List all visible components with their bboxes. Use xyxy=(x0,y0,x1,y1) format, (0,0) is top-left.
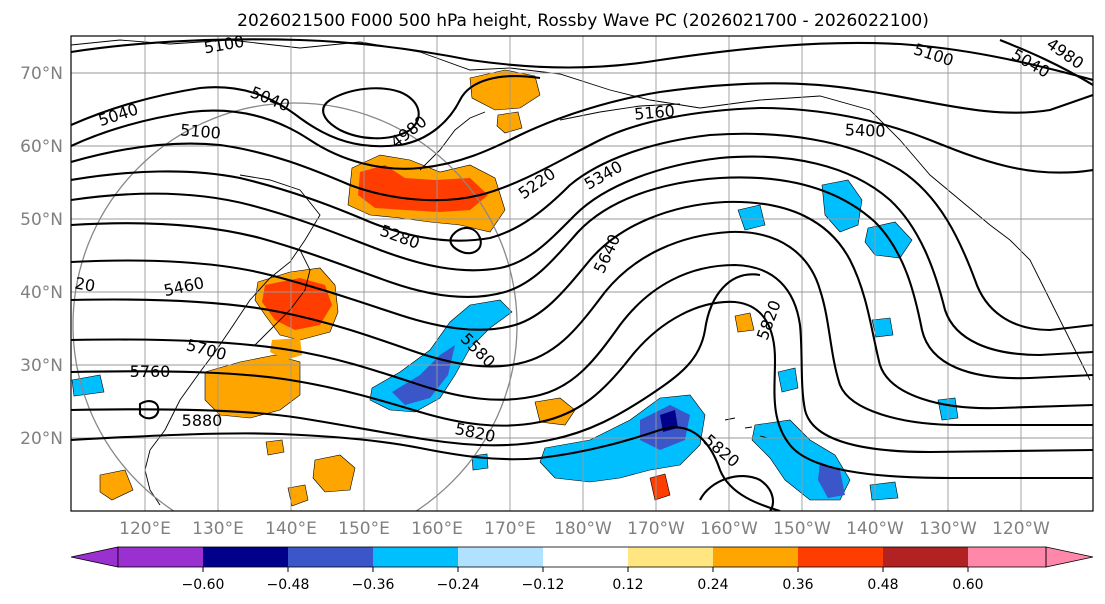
latitude-labels: 70°N 60°N 50°N 40°N 30°N 20°N xyxy=(20,64,63,449)
lon-label-130w: 130°W xyxy=(919,519,977,539)
colorbar-ticks xyxy=(202,567,969,572)
lon-label-120e: 120°E xyxy=(119,519,171,539)
lon-label-140w: 140°W xyxy=(846,519,904,539)
contour-5760 xyxy=(71,300,1093,480)
shade-positive-pacific7 xyxy=(265,439,285,456)
colorbar-bin-7 xyxy=(628,547,713,567)
contour-low-closed-2 xyxy=(449,226,482,255)
contour-low-closed-4 xyxy=(699,475,775,511)
colorbar-bin-5 xyxy=(458,547,543,567)
contour-label-14: 5880 xyxy=(182,411,223,430)
lon-label-160w: 160°W xyxy=(700,519,758,539)
coast-japan xyxy=(254,249,311,346)
lon-label-150w: 150°W xyxy=(773,519,831,539)
lat-label-20: 20°N xyxy=(20,429,63,449)
height-contours xyxy=(71,38,1093,511)
shade-positive-pacific2 xyxy=(312,454,356,493)
colorbar-bin-6 xyxy=(543,547,628,567)
contour-low-closed-1 xyxy=(322,87,420,140)
lon-label-170e: 170°E xyxy=(484,519,536,539)
colorbar-bin-9 xyxy=(798,547,883,567)
contour-5400 xyxy=(71,176,1093,380)
contour-5040-north xyxy=(999,39,1093,86)
lon-label-180w: 180°W xyxy=(554,519,612,539)
shade-positive-pacific1 xyxy=(534,397,576,426)
colorbar-tick-label-8: 0.36 xyxy=(782,577,813,593)
contour-label-23: 20 xyxy=(73,273,96,295)
colorbar-tick-label-10: 0.60 xyxy=(952,577,983,593)
colorbar-tick-label-7: 0.24 xyxy=(697,577,728,593)
lat-label-30: 30°N xyxy=(20,356,63,376)
shade-negative-ne7 xyxy=(869,481,899,501)
contour-5880 xyxy=(71,426,781,511)
map-panel: 5100 5040 5040 5100 4980 5160 5400 5220 … xyxy=(70,32,1094,512)
contour-5280 xyxy=(71,155,1093,357)
coastlines xyxy=(71,39,1091,506)
contour-5100-north xyxy=(71,38,1093,82)
colorbar: −0.60 −0.48 −0.36 −0.24 −0.12 0.12 0.24 … xyxy=(70,546,1094,593)
colorbar-extend-left xyxy=(70,546,119,568)
lat-label-50: 50°N xyxy=(20,210,63,230)
colorbar-bin-10 xyxy=(883,547,968,567)
contour-label-7: 5400 xyxy=(845,120,886,140)
contour-low-1 xyxy=(71,75,541,148)
map-background xyxy=(71,36,1093,511)
lon-label-160e: 160°E xyxy=(411,519,463,539)
coast-kamchatka xyxy=(419,111,486,171)
shade-positive-pacific5 xyxy=(649,473,671,501)
shade-positive-pacific3 xyxy=(99,469,134,501)
contour-label-13: 5760 xyxy=(130,362,171,381)
colorbar-tick-label-4: −0.24 xyxy=(437,577,480,593)
contour-5460 xyxy=(71,200,1093,410)
colorbar-tick-label-3: −0.36 xyxy=(352,577,395,593)
shade-negative-ne3 xyxy=(737,204,766,231)
contour-5220 xyxy=(71,132,1093,332)
contour-label-4: 5100 xyxy=(179,120,221,142)
colorbar-bin-8 xyxy=(713,547,798,567)
shade-small-north xyxy=(496,111,523,134)
coast-alaska xyxy=(699,95,1011,241)
lon-label-130e: 130°E xyxy=(192,519,244,539)
colorbar-tick-label-5: −0.12 xyxy=(522,577,565,593)
shade-negative-hawaii-core xyxy=(818,462,845,498)
colorbar-tick-label-2: −0.48 xyxy=(267,577,310,593)
colorbar-bin-3 xyxy=(288,547,373,567)
lon-label-120w: 120°W xyxy=(992,519,1050,539)
lat-label-70: 70°N xyxy=(20,64,63,84)
colorbar-tick-label-1: −0.60 xyxy=(182,577,225,593)
lat-label-60: 60°N xyxy=(20,137,63,157)
lon-label-150e: 150°E xyxy=(338,519,390,539)
contour-label-6: 5160 xyxy=(633,101,675,123)
gridlines xyxy=(71,36,1093,511)
longitude-labels: 120°E 130°E 140°E 150°E 160°E 170°E 180°… xyxy=(119,519,1050,539)
coast-asia-east xyxy=(149,174,321,451)
shade-strong-japan xyxy=(262,278,332,330)
contour-5580 xyxy=(71,230,1093,427)
colorbar-bin-4 xyxy=(373,547,458,567)
lon-label-170w: 170°W xyxy=(627,519,685,539)
colorbar-tick-label-6: 0.12 xyxy=(612,577,643,593)
coast-aleutians xyxy=(559,103,681,121)
contour-low-2 xyxy=(71,82,1093,170)
shade-positive-south xyxy=(204,354,301,419)
contour-5820 xyxy=(71,273,761,447)
contour-label-1: 5100 xyxy=(202,32,245,58)
lon-label-140e: 140°E xyxy=(265,519,317,539)
colorbar-bin-2 xyxy=(203,547,288,567)
colorbar-extend-right xyxy=(1045,546,1094,568)
map-frame xyxy=(70,35,1094,512)
contour-low-closed-3 xyxy=(138,400,160,420)
contour-5700 xyxy=(71,263,1093,454)
contour-5160 xyxy=(71,106,1093,202)
colorbar-tick-label-9: 0.48 xyxy=(867,577,898,593)
colorbar-bin-1 xyxy=(118,547,203,567)
coast-na-west xyxy=(1009,239,1091,381)
figure-title: 2026021500 F000 500 hPa height, Rossby W… xyxy=(237,11,929,31)
shade-negative-ne5 xyxy=(777,367,799,393)
colorbar-bin-11 xyxy=(968,547,1046,567)
shade-positive-pacific6 xyxy=(734,312,755,333)
lat-label-40: 40°N xyxy=(20,283,63,303)
colorbar-frame xyxy=(117,546,1047,568)
